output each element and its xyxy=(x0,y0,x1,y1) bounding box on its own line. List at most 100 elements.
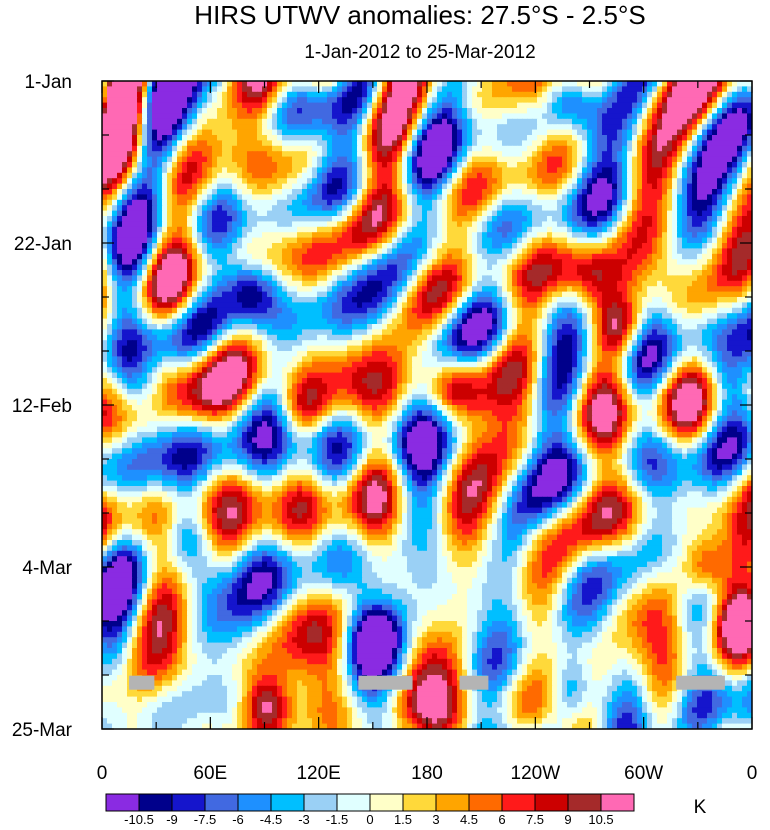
heatmap-cell xyxy=(692,145,698,152)
heatmap-cell xyxy=(427,216,433,222)
heatmap-cell xyxy=(447,210,453,217)
heatmap-cell xyxy=(142,129,148,136)
heatmap-cell xyxy=(477,86,483,93)
heatmap-cell xyxy=(692,135,698,141)
heatmap-cell xyxy=(527,113,533,120)
heatmap-cell xyxy=(357,156,363,163)
heatmap-cell xyxy=(267,210,273,217)
heatmap-cell xyxy=(197,216,203,222)
heatmap-cell xyxy=(332,151,338,158)
heatmap-cell xyxy=(717,264,723,271)
heatmap-cell xyxy=(407,226,413,233)
heatmap-cell xyxy=(157,86,163,93)
heatmap-cell xyxy=(247,216,253,222)
heatmap-cell xyxy=(692,199,698,206)
heatmap-cell xyxy=(517,172,523,179)
heatmap-cell xyxy=(687,199,693,206)
heatmap-cell xyxy=(322,189,328,195)
heatmap-cell xyxy=(602,129,608,136)
heatmap-cell xyxy=(747,275,752,282)
heatmap-cell xyxy=(552,232,558,239)
heatmap-cell xyxy=(357,205,363,212)
heatmap-cell xyxy=(677,81,683,87)
heatmap-cell xyxy=(272,167,278,174)
heatmap-cell xyxy=(382,162,388,168)
heatmap-cell xyxy=(217,156,223,163)
heatmap-cell xyxy=(377,286,383,293)
heatmap-cell xyxy=(147,259,153,266)
heatmap-cell xyxy=(552,151,558,158)
heatmap-cell xyxy=(637,270,643,276)
heatmap-cell xyxy=(537,275,543,282)
heatmap-cell xyxy=(352,124,358,131)
heatmap-cell xyxy=(647,243,653,249)
heatmap-cell xyxy=(697,264,703,271)
heatmap-cell xyxy=(412,221,418,228)
heatmap-cell xyxy=(337,162,343,168)
heatmap-cell xyxy=(647,205,653,212)
heatmap-cell xyxy=(342,135,348,141)
heatmap-cell xyxy=(477,205,483,212)
heatmap-cell xyxy=(487,113,493,120)
heatmap-cell xyxy=(342,270,348,276)
heatmap-cell xyxy=(477,275,483,282)
heatmap-cell xyxy=(302,108,308,114)
heatmap-cell xyxy=(357,286,363,293)
heatmap-cell xyxy=(352,178,358,185)
heatmap-cell xyxy=(367,167,373,174)
heatmap-cell xyxy=(417,189,423,195)
heatmap-cell xyxy=(192,226,198,233)
heatmap-cell xyxy=(672,162,678,168)
heatmap-cell xyxy=(487,243,493,249)
heatmap-cell xyxy=(687,151,693,158)
heatmap-cell xyxy=(747,124,752,131)
heatmap-cell xyxy=(197,118,203,125)
heatmap-cell xyxy=(557,205,563,212)
heatmap-cell xyxy=(422,145,428,152)
heatmap-cell xyxy=(347,210,353,217)
heatmap-cell xyxy=(542,97,548,104)
heatmap-cell xyxy=(737,221,743,228)
heatmap-cell xyxy=(482,210,488,217)
heatmap-cell xyxy=(512,205,518,212)
heatmap-cell xyxy=(682,221,688,228)
heatmap-cell xyxy=(102,210,108,217)
heatmap-cell xyxy=(697,97,703,104)
heatmap-cell xyxy=(632,264,638,271)
heatmap-cell xyxy=(532,275,538,282)
heatmap-cell xyxy=(692,167,698,174)
heatmap-cell xyxy=(637,135,643,141)
heatmap-cell xyxy=(182,172,188,179)
heatmap-cell xyxy=(232,91,238,98)
heatmap-cell xyxy=(742,226,748,233)
heatmap-cell xyxy=(322,237,328,244)
heatmap-cell xyxy=(567,162,573,168)
heatmap-cell xyxy=(447,194,453,201)
heatmap-cell xyxy=(647,162,653,168)
heatmap-cell xyxy=(707,162,713,168)
heatmap-cell xyxy=(437,178,443,185)
heatmap-cell xyxy=(462,81,468,87)
heatmap-cell xyxy=(192,178,198,185)
heatmap-cell xyxy=(397,237,403,244)
heatmap-cell xyxy=(592,253,598,260)
heatmap-cell xyxy=(127,237,133,244)
heatmap-cell xyxy=(157,259,163,266)
heatmap-cell xyxy=(202,145,208,152)
heatmap-cell xyxy=(442,264,448,271)
heatmap-cell xyxy=(177,162,183,168)
heatmap-cell xyxy=(517,167,523,174)
heatmap-cell xyxy=(557,162,563,168)
heatmap-cell xyxy=(447,86,453,93)
heatmap-cell xyxy=(372,140,378,147)
heatmap-cell xyxy=(427,259,433,266)
heatmap-cell xyxy=(542,91,548,98)
heatmap-cell xyxy=(602,205,608,212)
heatmap-cell xyxy=(722,151,728,158)
heatmap-cell xyxy=(207,270,213,276)
heatmap-cell xyxy=(432,270,438,276)
heatmap-cell xyxy=(357,113,363,120)
heatmap-cell xyxy=(502,162,508,168)
heatmap-cell xyxy=(402,124,408,131)
heatmap-cell xyxy=(192,129,198,136)
